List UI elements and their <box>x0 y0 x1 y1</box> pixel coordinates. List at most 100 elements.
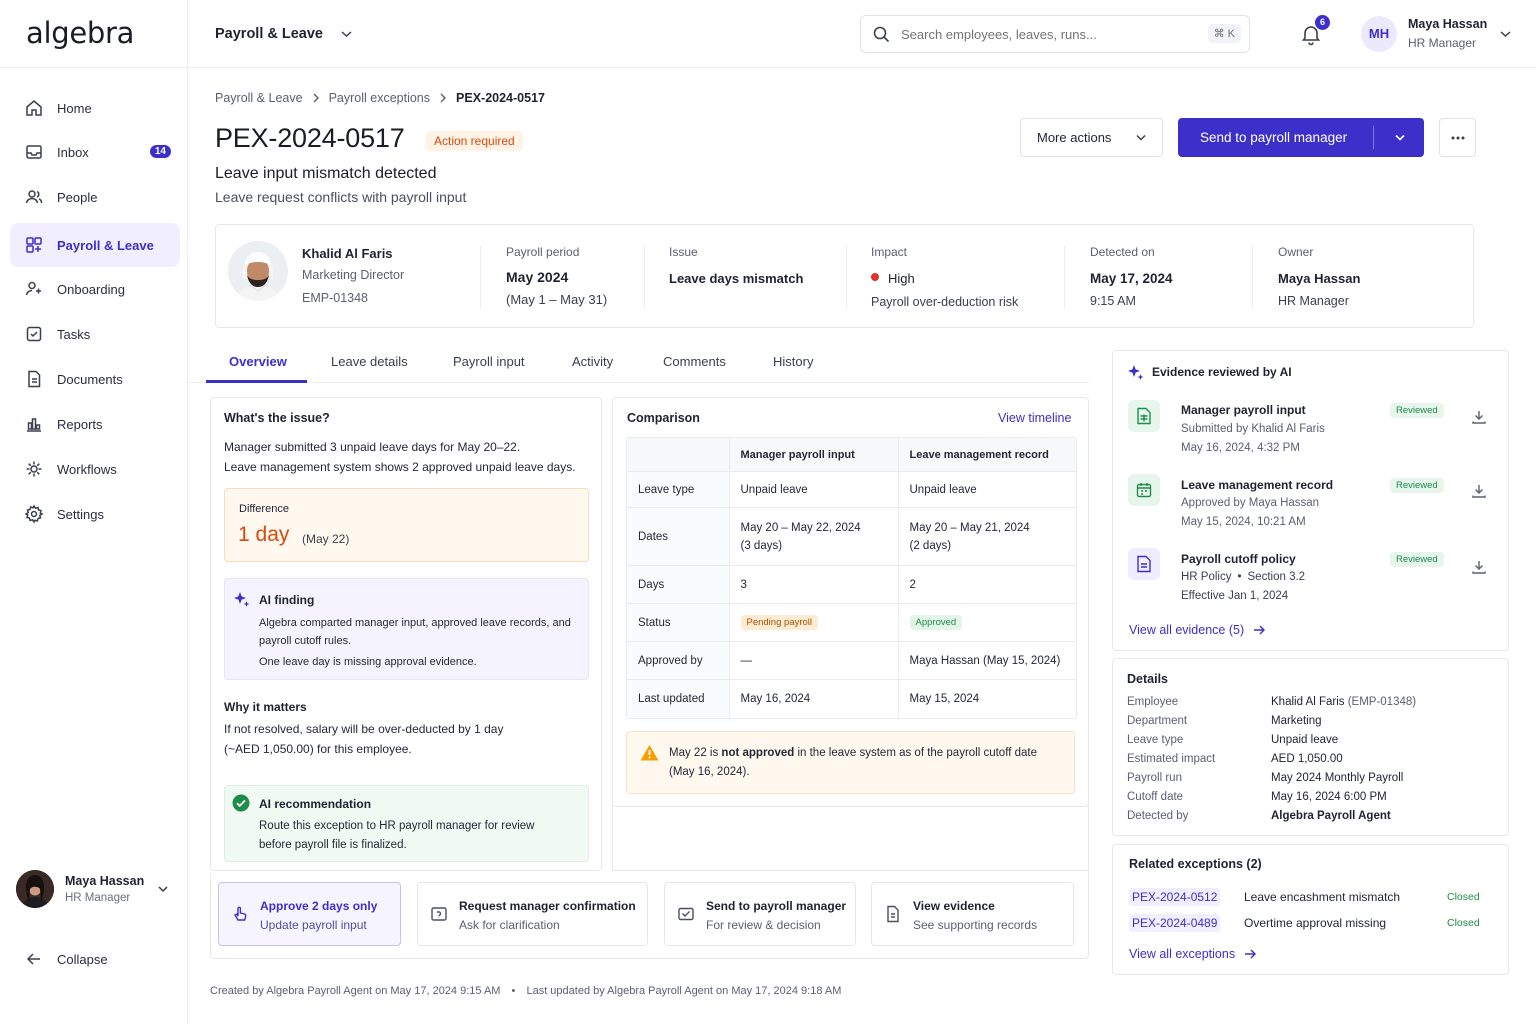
user-avatar[interactable]: MH <box>1361 16 1397 52</box>
more-actions-button[interactable]: More actions <box>1020 118 1163 157</box>
owner-name[interactable]: Maya Hassan <box>1278 271 1361 286</box>
divider <box>188 67 1536 68</box>
detail-value: Khalid Al Faris (EMP-01348) <box>1271 696 1416 708</box>
table-cell: Maya Hassan (May 15, 2024) <box>898 641 1076 680</box>
bell-icon <box>1301 26 1321 46</box>
sparkle-icon <box>1128 365 1144 380</box>
onboarding-icon <box>25 281 41 296</box>
ai-recommendation-text-2: before payroll file is finalized. <box>259 839 407 851</box>
overflow-menu-button[interactable] <box>1439 118 1476 157</box>
table-row: Days 3 2 <box>627 565 1076 604</box>
view-all-exceptions-link[interactable]: View all exceptions <box>1129 947 1257 961</box>
avatar <box>16 870 54 908</box>
detail-key: Cutoff date <box>1127 791 1184 803</box>
request-manager-confirmation-button[interactable]: Request manager confirmation Ask for cla… <box>417 882 648 946</box>
view-timeline-link[interactable]: View timeline <box>998 411 1072 425</box>
chevron-down-icon[interactable] <box>1500 30 1511 38</box>
detail-value: Algebra Payroll Agent <box>1271 810 1391 822</box>
detail-value: AED 1,050.00 <box>1271 753 1343 765</box>
chevron-down-icon[interactable] <box>1395 134 1405 141</box>
documents-icon <box>28 370 41 388</box>
related-exception-link[interactable]: PEX-2024-0489 <box>1129 914 1221 932</box>
sidebar-item-home[interactable]: Home <box>10 87 180 129</box>
warning-icon <box>640 745 659 761</box>
sidebar-user-menu[interactable]: Maya Hassan HR Manager <box>16 868 176 910</box>
footer-separator: • <box>511 985 516 997</box>
sidebar: algebra Home Inbox 14 People Payroll & L… <box>0 0 188 1024</box>
user-name: Maya Hassan <box>1408 17 1488 31</box>
cell-text: May 20 – May 22, 2024 <box>740 521 861 534</box>
table-row: Status Pending payroll Approved <box>627 603 1076 642</box>
section-switcher[interactable]: Payroll & Leave <box>215 26 352 42</box>
search-input[interactable] <box>901 26 1191 42</box>
evidence-item-title[interactable]: Leave management record <box>1181 478 1334 492</box>
evidence-item-title[interactable]: Payroll cutoff policy <box>1181 552 1296 566</box>
tasks-icon <box>26 326 42 342</box>
sidebar-item-inbox[interactable]: Inbox 14 <box>10 131 180 173</box>
send-to-payroll-manager-button[interactable]: Send to payroll manager <box>1178 118 1424 157</box>
sidebar-item-label: Reports <box>57 416 103 432</box>
sparkle-icon <box>234 592 250 607</box>
evidence-item-meta: Submitted by Khalid Al Faris <box>1181 423 1325 435</box>
download-icon[interactable] <box>1471 409 1487 425</box>
tab-payroll-input[interactable]: Payroll input <box>453 354 525 369</box>
search-box[interactable]: ⌘ K <box>860 15 1250 53</box>
sidebar-user-name: Maya Hassan <box>65 874 145 888</box>
sidebar-item-onboarding[interactable]: Onboarding <box>10 268 180 310</box>
link-label: View all evidence (5) <box>1129 623 1245 637</box>
owner-label: Owner <box>1278 245 1314 259</box>
breadcrumb-link[interactable]: Payroll exceptions <box>328 91 431 105</box>
approve-2-days-button[interactable]: Approve 2 days only Update payroll input <box>218 882 401 946</box>
chevron-down-icon <box>341 31 352 38</box>
details-panel <box>1112 658 1509 836</box>
action-subtitle: Update payroll input <box>260 918 367 932</box>
evidence-item-title[interactable]: Manager payroll input <box>1181 403 1306 417</box>
policy-section: Section 3.2 <box>1247 571 1306 583</box>
tab-overview[interactable]: Overview <box>229 354 287 369</box>
view-evidence-button[interactable]: View evidence See supporting records <box>871 882 1074 946</box>
settings-icon <box>24 504 44 524</box>
table-cell: May 20 – May 21, 2024 (2 days) <box>898 507 1076 566</box>
related-exception-link[interactable]: PEX-2024-0512 <box>1129 888 1221 906</box>
inbox-icon <box>26 145 42 159</box>
sidebar-item-workflows[interactable]: Workflows <box>10 448 180 490</box>
divider <box>1252 245 1253 309</box>
sidebar-item-label: Home <box>57 100 92 116</box>
sidebar-item-tasks[interactable]: Tasks <box>10 313 180 355</box>
download-icon[interactable] <box>1471 483 1487 499</box>
difference-note: (May 22) <box>302 532 350 546</box>
status-badge: Reviewed <box>1390 478 1444 493</box>
send-to-payroll-manager-action[interactable]: Send to payroll manager For review & dec… <box>664 882 856 946</box>
impact-value: High <box>888 271 915 286</box>
notifications-button[interactable]: 6 <box>1299 15 1330 48</box>
table-row: Dates May 20 – May 22, 2024 (3 days) May … <box>627 507 1076 566</box>
collapse-sidebar-button[interactable]: Collapse <box>10 938 180 980</box>
tab-comments[interactable]: Comments <box>663 354 726 369</box>
sidebar-item-payroll-leave[interactable]: Payroll & Leave <box>10 223 180 267</box>
sidebar-item-settings[interactable]: Settings <box>10 493 180 535</box>
link-label: View all exceptions <box>1129 947 1236 961</box>
sidebar-item-people[interactable]: People <box>10 176 180 218</box>
page-title: PEX-2024-0517 <box>215 123 405 153</box>
evidence-item-date: May 16, 2024, 4:32 PM <box>1181 442 1300 454</box>
employee-name[interactable]: Khalid Al Faris <box>302 246 393 261</box>
warning-box: May 22 is not approved in the leave syst… <box>626 731 1075 794</box>
actions-panel <box>210 873 1089 959</box>
issue-panel-title: What's the issue? <box>224 411 330 425</box>
chevron-right-icon <box>313 93 319 103</box>
view-all-evidence-link[interactable]: View all evidence (5) <box>1129 623 1266 637</box>
sidebar-item-documents[interactable]: Documents <box>10 358 180 400</box>
tab-activity[interactable]: Activity <box>572 354 614 369</box>
user-menu[interactable]: Maya Hassan HR Manager <box>1408 17 1487 50</box>
sidebar-item-reports[interactable]: Reports <box>10 403 180 445</box>
tab-history[interactable]: History <box>773 354 814 369</box>
download-icon[interactable] <box>1471 559 1487 575</box>
app-logo[interactable]: algebra <box>26 16 135 50</box>
difference-box: Difference 1 day (May 22) <box>224 488 589 562</box>
action-subtitle: See supporting records <box>913 918 1038 932</box>
breadcrumb-link[interactable]: Payroll & Leave <box>215 91 303 105</box>
detail-key: Estimated impact <box>1127 753 1216 765</box>
tab-leave-details[interactable]: Leave details <box>331 354 408 369</box>
detected-time: 9:15 AM <box>1090 294 1136 308</box>
employee-title: Marketing Director <box>302 268 405 282</box>
